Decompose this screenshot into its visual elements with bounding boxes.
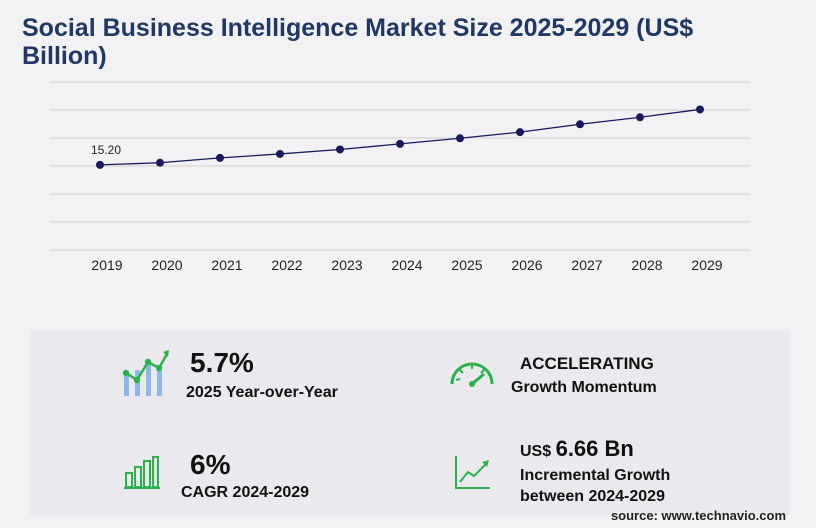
yoy-value: 5.7%: [190, 347, 254, 378]
data-point-2021: [216, 153, 224, 162]
data-points: [96, 105, 704, 169]
grid-lines: [50, 81, 750, 251]
x-tick-label: 2029: [691, 257, 722, 273]
series-line: [99, 108, 701, 166]
data-point-2028: [636, 113, 644, 122]
incremental-label-1: Incremental Growth: [520, 467, 671, 484]
source-note: source: www.technavio.com: [610, 508, 786, 523]
x-tick-label: 2026: [511, 257, 542, 273]
cagr-value: 6%: [190, 449, 231, 480]
x-tick-label: 2024: [391, 257, 422, 273]
yoy-label: 2025 Year-over-Year: [186, 384, 338, 401]
stats-panel: [30, 330, 790, 515]
x-tick-label: 2019: [91, 257, 122, 273]
x-tick-label: 2021: [211, 257, 242, 273]
bar-chart-icon: [124, 456, 160, 489]
x-tick-label: 2025: [451, 257, 482, 273]
data-point-2027: [576, 120, 584, 129]
trend-arrow-icon: [455, 456, 490, 489]
line-chart: 15.20 2019 2020 2021 2022 2023 2024 2025 2026 20…: [50, 81, 750, 273]
cagr-label: CAGR 2024-2029: [181, 484, 310, 501]
data-point-2025: [456, 134, 464, 143]
x-axis-ticks: 2019 2020 2021 2022 2023 2024 2025 2026 2027 2028…: [91, 257, 722, 273]
x-tick-label: 2027: [571, 257, 602, 273]
x-tick-label: 2022: [271, 257, 302, 273]
speedometer-icon: [450, 362, 494, 387]
x-tick-label: 2028: [631, 257, 662, 273]
data-point-2024: [396, 139, 404, 148]
x-tick-label: 2020: [151, 257, 182, 273]
data-label-2019: 15.20: [91, 143, 121, 157]
data-point-2029: [696, 105, 704, 114]
incremental-value: 6.66 Bn: [555, 436, 634, 461]
data-point-2022: [276, 149, 284, 158]
x-tick-label: 2023: [331, 257, 362, 273]
data-point-2019: [96, 160, 104, 169]
momentum-value: ACCELERATING: [520, 354, 654, 373]
chart-title: Social Business Intelligence Market Size…: [22, 14, 694, 70]
incremental-value-line: US$ 6.66 Bn: [520, 436, 634, 462]
incremental-prefix: US$: [520, 443, 552, 460]
incremental-label-2: between 2024-2029: [520, 488, 665, 505]
data-point-2020: [156, 158, 164, 167]
data-labels: 15.20: [91, 143, 121, 157]
data-point-2023: [336, 145, 344, 154]
bar-line-growth-icon: [122, 350, 169, 396]
data-point-2026: [516, 128, 524, 137]
momentum-label: Growth Momentum: [511, 379, 657, 396]
